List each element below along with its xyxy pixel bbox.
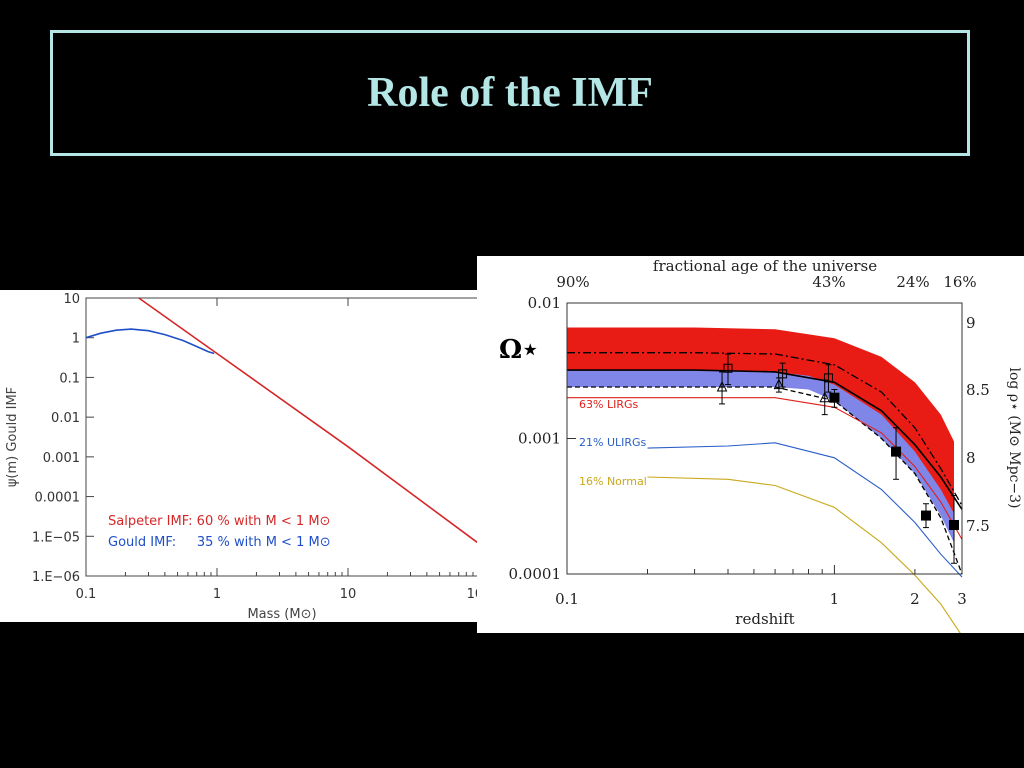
imf-y-tick-label: 1.E−05 bbox=[32, 530, 80, 545]
imf-y-tick-label: 1 bbox=[72, 332, 80, 347]
data-point-open-square bbox=[778, 369, 788, 379]
density-x-tick-labels: 0.1 1 2 3 bbox=[555, 590, 967, 608]
imf-x-tick-label: 0.1 bbox=[76, 587, 97, 602]
salpeter-line bbox=[138, 297, 480, 545]
density-top-tick-label: 43% bbox=[812, 273, 845, 291]
density-top-tick-label: 16% bbox=[943, 273, 976, 291]
density-right-tick-label: 8 bbox=[966, 449, 976, 467]
density-line-21-ulirgs bbox=[647, 442, 963, 578]
data-point-triangle bbox=[716, 380, 728, 392]
imf-chart-panel: 0.1 1 10 100 10 1 0.1 0.01 0.001 0.0001 … bbox=[0, 290, 492, 622]
density-line-16-normal bbox=[647, 476, 963, 637]
imf-y-tick-label: 0.1 bbox=[59, 371, 80, 386]
density-y-tick-label: 0.01 bbox=[528, 294, 561, 312]
data-point-filled-square bbox=[948, 519, 959, 530]
density-x-tick-label: 2 bbox=[910, 590, 920, 608]
imf-x-tick-label: 10 bbox=[340, 587, 357, 602]
data-point-filled-square bbox=[829, 392, 840, 403]
data-point-filled-square bbox=[891, 446, 902, 457]
imf-chart: 0.1 1 10 100 10 1 0.1 0.01 0.001 0.0001 … bbox=[5, 292, 492, 622]
data-point-open-square bbox=[823, 373, 833, 383]
density-right-tick-label: 9 bbox=[966, 314, 976, 332]
title-box: Role of the IMF bbox=[50, 30, 970, 156]
data-point-filled-square bbox=[920, 510, 931, 521]
lirg-label: 63% LIRGs bbox=[579, 398, 638, 411]
normal-label: 16% Normal bbox=[579, 475, 647, 488]
density-y-tick-label: 0.001 bbox=[518, 430, 561, 448]
gould-line bbox=[85, 328, 215, 355]
density-line-63-lirgs bbox=[567, 397, 963, 540]
density-right-tick-labels: 9 8.5 8 7.5 bbox=[966, 314, 990, 535]
imf-lines bbox=[85, 297, 480, 545]
density-right-tick-label: 7.5 bbox=[966, 517, 990, 535]
omega-star-label: Ω⋆ bbox=[499, 335, 538, 365]
density-bands bbox=[567, 327, 954, 543]
ulirg-label: 21% ULIRGs bbox=[579, 436, 647, 449]
imf-y-tick-label: 0.001 bbox=[43, 451, 80, 466]
density-x-tick-label: 3 bbox=[957, 590, 967, 608]
imf-y-tick-label: 10 bbox=[63, 292, 80, 307]
density-top-tick-label: 24% bbox=[896, 273, 929, 291]
density-y-tick-labels: 0.01 0.001 0.0001 bbox=[509, 294, 562, 583]
density-x-axis-label: redshift bbox=[735, 610, 794, 628]
density-right-axis-label: log ρ⋆ (M⊙ Mpc−3) bbox=[1006, 368, 1022, 509]
imf-y-tick-label: 0.01 bbox=[51, 411, 80, 426]
gould-legend: Gould IMF: 35 % with M < 1 M⊙ bbox=[108, 535, 331, 550]
imf-y-axis-label: ψ(m) Gould IMF bbox=[5, 387, 20, 487]
stellar-density-chart: 0.1 1 2 3 0.01 0.001 0.0001 9 8.5 8 7.5 … bbox=[499, 257, 1022, 637]
imf-ticks bbox=[85, 297, 480, 577]
data-point-open-square bbox=[723, 363, 733, 373]
stellar-density-chart-panel: 0.1 1 2 3 0.01 0.001 0.0001 9 8.5 8 7.5 … bbox=[477, 256, 1024, 637]
data-point-triangle bbox=[819, 391, 831, 403]
density-x-tick-label: 0.1 bbox=[555, 590, 579, 608]
red-band bbox=[567, 327, 954, 523]
density-top-tick-labels: 90% 43% 24% 16% bbox=[556, 273, 976, 291]
density-lines bbox=[567, 352, 963, 637]
density-ticks bbox=[566, 302, 963, 575]
blue-band bbox=[567, 370, 954, 543]
density-y-tick-label: 0.0001 bbox=[509, 565, 562, 583]
density-line-solid bbox=[567, 369, 963, 510]
density-top-axis-label: fractional age of the universe bbox=[653, 257, 877, 275]
density-line-dashdot bbox=[567, 352, 963, 506]
imf-x-tick-label: 1 bbox=[213, 587, 221, 602]
imf-y-tick-label: 0.0001 bbox=[35, 491, 81, 506]
density-right-tick-label: 8.5 bbox=[966, 381, 990, 399]
salpeter-legend: Salpeter IMF: 60 % with M < 1 M⊙ bbox=[108, 514, 330, 529]
density-x-tick-label: 1 bbox=[830, 590, 840, 608]
slide-title: Role of the IMF bbox=[367, 70, 653, 116]
imf-x-axis-label: Mass (M⊙) bbox=[247, 607, 316, 622]
density-top-tick-label: 90% bbox=[556, 273, 589, 291]
density-points bbox=[716, 353, 959, 564]
imf-y-tick-labels: 10 1 0.1 0.01 0.001 0.0001 1.E−05 1.E−06 bbox=[32, 292, 80, 585]
imf-x-tick-labels: 0.1 1 10 100 bbox=[76, 587, 492, 602]
imf-y-tick-label: 1.E−06 bbox=[32, 570, 80, 585]
data-point-triangle bbox=[773, 378, 785, 390]
